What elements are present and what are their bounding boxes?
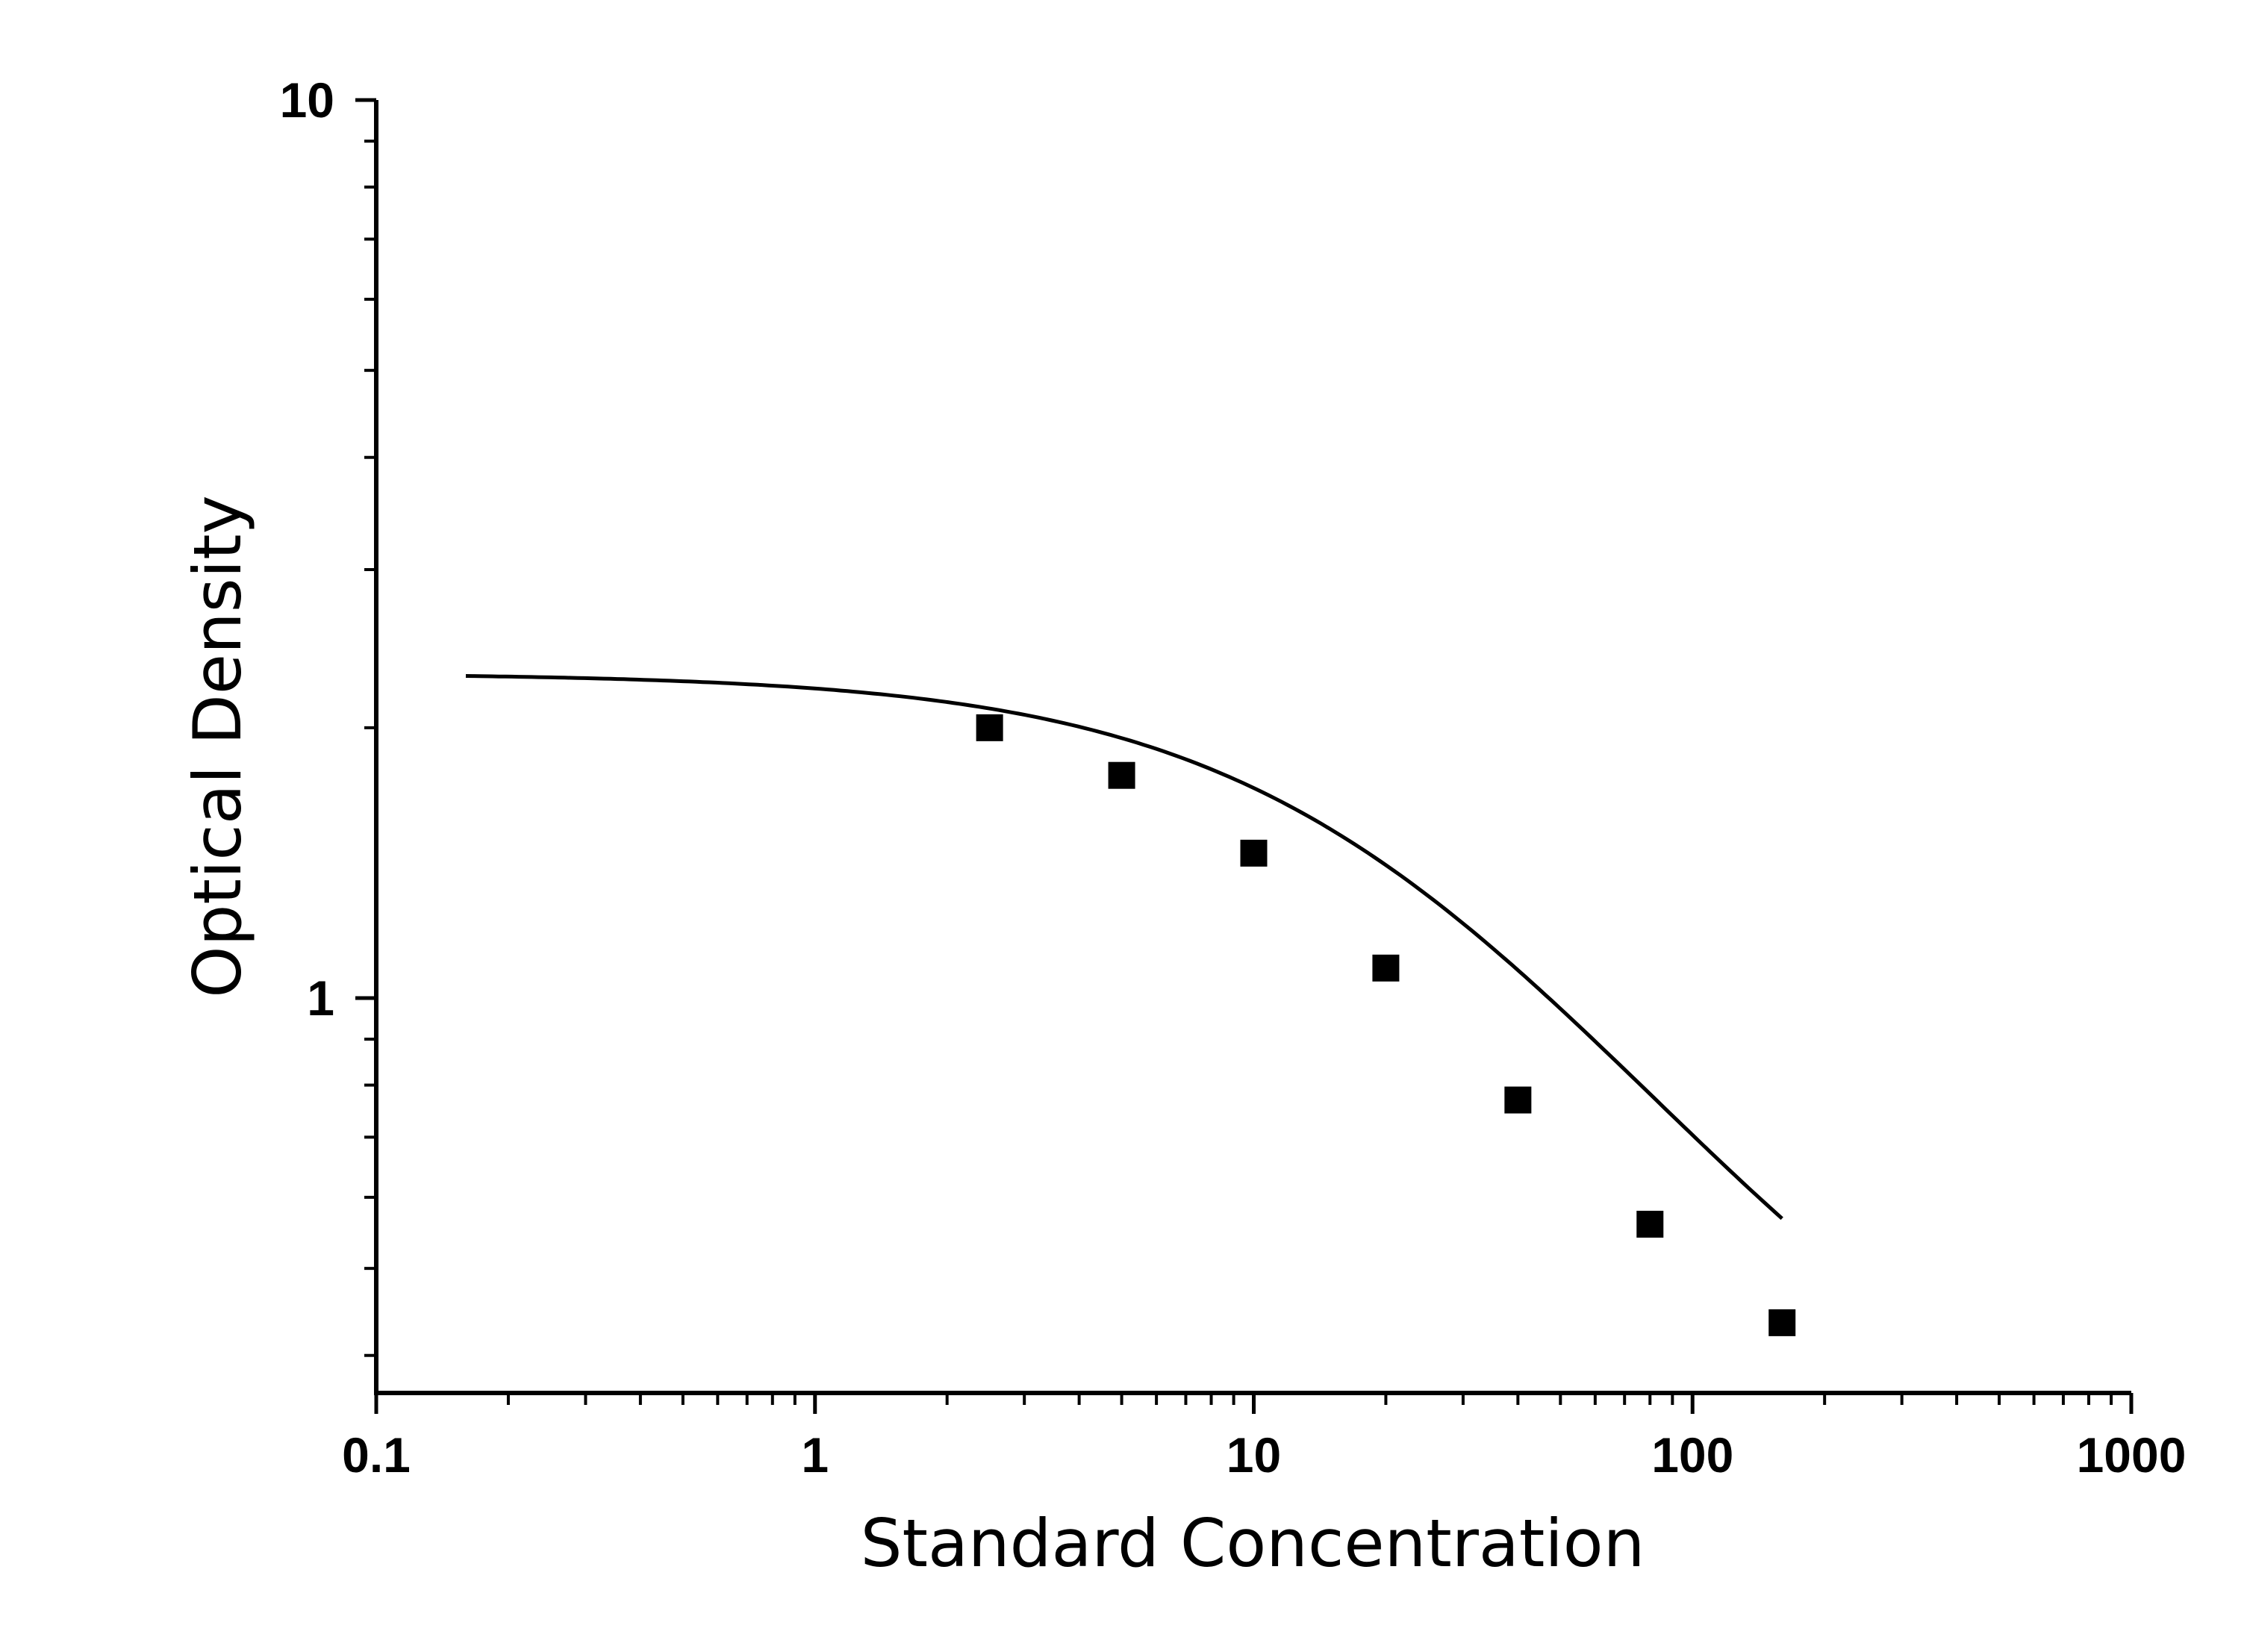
x-tick-label: 1000	[2077, 1427, 2187, 1483]
x-axis-title: Standard Concentration	[861, 1505, 1645, 1582]
x-tick-label: 10	[1227, 1427, 1281, 1483]
x-tick-label: 100	[1651, 1427, 1733, 1483]
y-tick-label: 1	[307, 970, 334, 1026]
data-point	[1636, 1210, 1664, 1238]
tick-labels: 0.1 1 10 100 1000 1 10	[280, 72, 2187, 1483]
y-tick-label: 10	[280, 72, 334, 128]
data-point	[1372, 954, 1400, 982]
fit-curve	[465, 674, 1783, 1221]
tick-marks	[355, 98, 2134, 1414]
data-point	[1240, 839, 1268, 867]
data-point	[1108, 761, 1135, 789]
data-point	[976, 714, 1003, 741]
axes	[374, 100, 2131, 1395]
data-point	[1768, 1309, 1796, 1336]
data-points	[976, 714, 1796, 1336]
x-tick-label: 0.1	[342, 1427, 411, 1483]
data-point	[1504, 1086, 1532, 1114]
y-axis-title: Optical Density	[179, 495, 256, 997]
x-tick-label: 1	[801, 1427, 829, 1483]
